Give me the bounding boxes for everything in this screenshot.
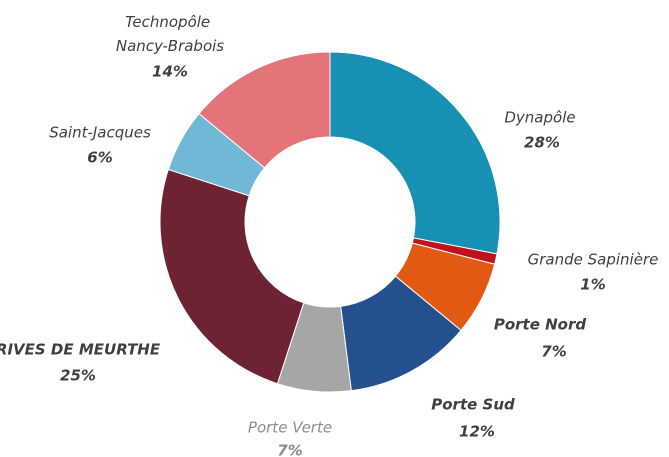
slice-label: Saint-Jacques bbox=[49, 124, 151, 142]
label-line: Technopôle bbox=[125, 13, 215, 31]
slice-value-label: 25% bbox=[60, 367, 96, 385]
donut-slice bbox=[329, 51, 501, 255]
slice-label: Grande Sapinière bbox=[528, 251, 659, 269]
slice-value-label: 28% bbox=[524, 134, 560, 152]
label-line: Nancy-Brabois bbox=[116, 37, 224, 55]
slice-value-label: 12% bbox=[459, 423, 495, 441]
slice-value-label: 6% bbox=[87, 149, 112, 167]
slice-value-label: 7% bbox=[541, 343, 566, 361]
slice-value-label: 1% bbox=[580, 276, 605, 294]
slice-value-label: 14% bbox=[152, 63, 188, 81]
slice-label: Porte Verte bbox=[248, 419, 332, 437]
slice-label: Dynapôle bbox=[504, 109, 575, 127]
donut-slice bbox=[159, 168, 305, 385]
slice-label: RIVES DE MEURTHE bbox=[0, 341, 161, 359]
slice-label: Technopôle Nancy-Brabois bbox=[116, 13, 224, 55]
slice-label: Porte Nord bbox=[494, 316, 587, 334]
donut-slice bbox=[198, 51, 331, 169]
slice-value-label: 7% bbox=[277, 442, 302, 457]
slice-label: Porte Sud bbox=[431, 396, 515, 414]
